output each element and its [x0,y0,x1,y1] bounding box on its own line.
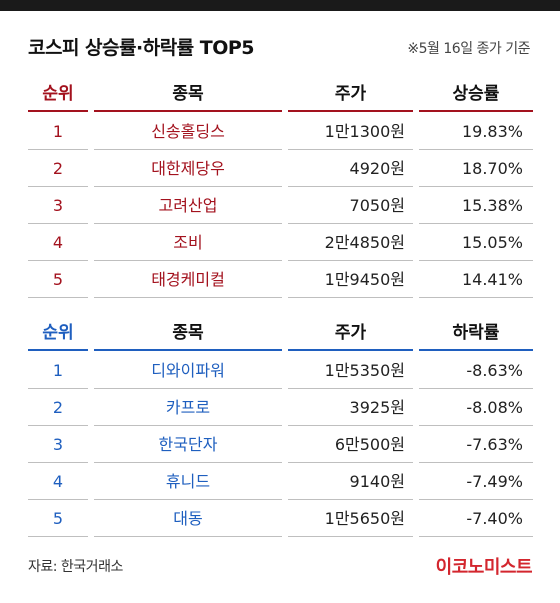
rate-cell: 18.70% [419,152,533,189]
losers-header-row: 순위 종목 주가 하락률 [28,318,533,354]
rate-cell: 15.05% [419,226,533,263]
table-row: 5 태경케미컬 1만9450원 14.41% [28,263,533,300]
price-cell: 1만9450원 [288,263,413,300]
header-name: 종목 [94,79,282,115]
price-cell: 9140원 [288,465,413,502]
price-cell: 7050원 [288,189,413,226]
stock-name-cell: 신송홀딩스 [94,115,282,152]
stock-name-cell: 대한제당우 [94,152,282,189]
rate-cell: 15.38% [419,189,533,226]
price-cell: 4920원 [288,152,413,189]
table-row: 3 고려산업 7050원 15.38% [28,189,533,226]
rank-cell: 4 [28,465,88,502]
table-row: 5 대동 1만5650원 -7.40% [28,502,533,539]
rank-cell: 5 [28,502,88,539]
header-name: 종목 [94,318,282,354]
stock-name-cell: 디와이파워 [94,354,282,391]
rate-cell: 19.83% [419,115,533,152]
price-cell: 1만5350원 [288,354,413,391]
header-price: 주가 [288,318,413,354]
rank-cell: 2 [28,391,88,428]
stock-name-cell: 한국단자 [94,428,282,465]
rank-cell: 4 [28,226,88,263]
table-row: 4 조비 2만4850원 15.05% [28,226,533,263]
price-cell: 1만1300원 [288,115,413,152]
rank-cell: 1 [28,354,88,391]
stock-name-cell: 대동 [94,502,282,539]
price-cell: 1만5650원 [288,502,413,539]
stock-name-cell: 카프로 [94,391,282,428]
rate-cell: -8.08% [419,391,533,428]
rank-cell: 1 [28,115,88,152]
header-rank: 순위 [28,318,88,354]
price-cell: 2만4850원 [288,226,413,263]
table-row: 1 신송홀딩스 1만1300원 19.83% [28,115,533,152]
stock-name-cell: 조비 [94,226,282,263]
stock-name-cell: 고려산업 [94,189,282,226]
table-row: 3 한국단자 6만500원 -7.63% [28,428,533,465]
gainers-header-row: 순위 종목 주가 상승률 [28,79,533,115]
header-rank: 순위 [28,79,88,115]
rank-cell: 3 [28,428,88,465]
price-cell: 6만500원 [288,428,413,465]
rank-cell: 3 [28,189,88,226]
price-cell: 3925원 [288,391,413,428]
infographic-title: 코스피 상승률·하락률 TOP5 [28,37,255,59]
rank-cell: 5 [28,263,88,300]
table-row: 2 카프로 3925원 -8.08% [28,391,533,428]
stock-name-cell: 태경케미컬 [94,263,282,300]
top-bar [0,0,560,11]
header-rate: 하락률 [419,318,533,354]
table-row: 2 대한제당우 4920원 18.70% [28,152,533,189]
gainers-table: 순위 종목 주가 상승률 1 신송홀딩스 1만1300원 19.83% 2 대한… [28,79,533,300]
rate-cell: -7.63% [419,428,533,465]
losers-table: 순위 종목 주가 하락률 1 디와이파워 1만5350원 -8.63% 2 카프… [28,318,533,539]
table-row: 1 디와이파워 1만5350원 -8.63% [28,354,533,391]
stock-name-cell: 휴니드 [94,465,282,502]
header-rate: 상승률 [419,79,533,115]
date-note: ※5월 16일 종가 기준 [407,41,530,57]
rate-cell: 14.41% [419,263,533,300]
table-row: 4 휴니드 9140원 -7.49% [28,465,533,502]
rate-cell: -7.40% [419,502,533,539]
rank-cell: 2 [28,152,88,189]
header-price: 주가 [288,79,413,115]
publisher-logo: 이코노미스트 [435,557,533,578]
source-note: 자료: 한국거래소 [28,559,123,575]
rate-cell: -8.63% [419,354,533,391]
rate-cell: -7.49% [419,465,533,502]
